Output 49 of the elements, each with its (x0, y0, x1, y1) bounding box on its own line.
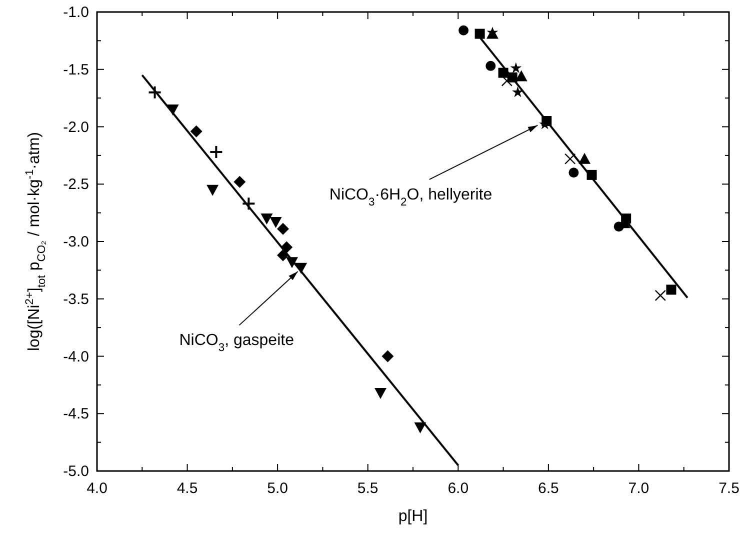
y-tick-label: -1.0 (63, 4, 89, 21)
y-tick-label: -3.0 (63, 234, 89, 250)
point (190, 125, 202, 138)
point (498, 68, 508, 78)
point (242, 196, 256, 211)
point (280, 241, 293, 254)
point (510, 62, 522, 74)
point (474, 28, 485, 39)
point (414, 422, 426, 434)
point (260, 214, 273, 225)
point (568, 168, 579, 178)
point (206, 184, 219, 196)
x-tick-label: 5.5 (357, 480, 378, 497)
y-tick-label: -1.5 (63, 61, 89, 78)
point (270, 216, 282, 228)
x-tick-label: 5.0 (267, 480, 288, 497)
point (486, 60, 496, 71)
point (276, 222, 289, 235)
y-tick-label: -4.0 (63, 348, 89, 366)
x-tick-label: 4.0 (86, 480, 108, 497)
annotation: NiCO$_{3}$, gaspeite (179, 332, 294, 354)
point (234, 176, 246, 188)
x-tick-label: 7.0 (628, 480, 650, 497)
point (209, 144, 224, 159)
annotation: NiCO$_{3}$·6H$_{2}$O, hellyerite (329, 186, 492, 208)
x-tick-label: 4.5 (176, 480, 198, 497)
x-axis-title: p[H] (398, 508, 428, 525)
x-tick-label: 7.5 (718, 480, 740, 497)
point (512, 86, 524, 98)
y-tick-label: -2.5 (63, 176, 89, 194)
point (148, 85, 162, 100)
y-tick-label: -4.5 (63, 406, 89, 423)
point (382, 350, 394, 362)
point (586, 170, 597, 180)
point (276, 249, 289, 262)
x-tick-label: 6.0 (448, 480, 469, 497)
point (374, 388, 386, 399)
point (286, 257, 298, 268)
y-tick-label: -5.0 (63, 463, 89, 480)
point (458, 25, 469, 36)
point (166, 104, 179, 116)
point (578, 152, 591, 164)
y-tick-label: -2.0 (63, 118, 89, 136)
point (564, 153, 576, 164)
point (666, 284, 676, 295)
point (295, 262, 308, 274)
y-tick-label: -3.5 (63, 290, 89, 308)
point (654, 290, 666, 302)
x-tick-label: 6.5 (538, 480, 559, 497)
